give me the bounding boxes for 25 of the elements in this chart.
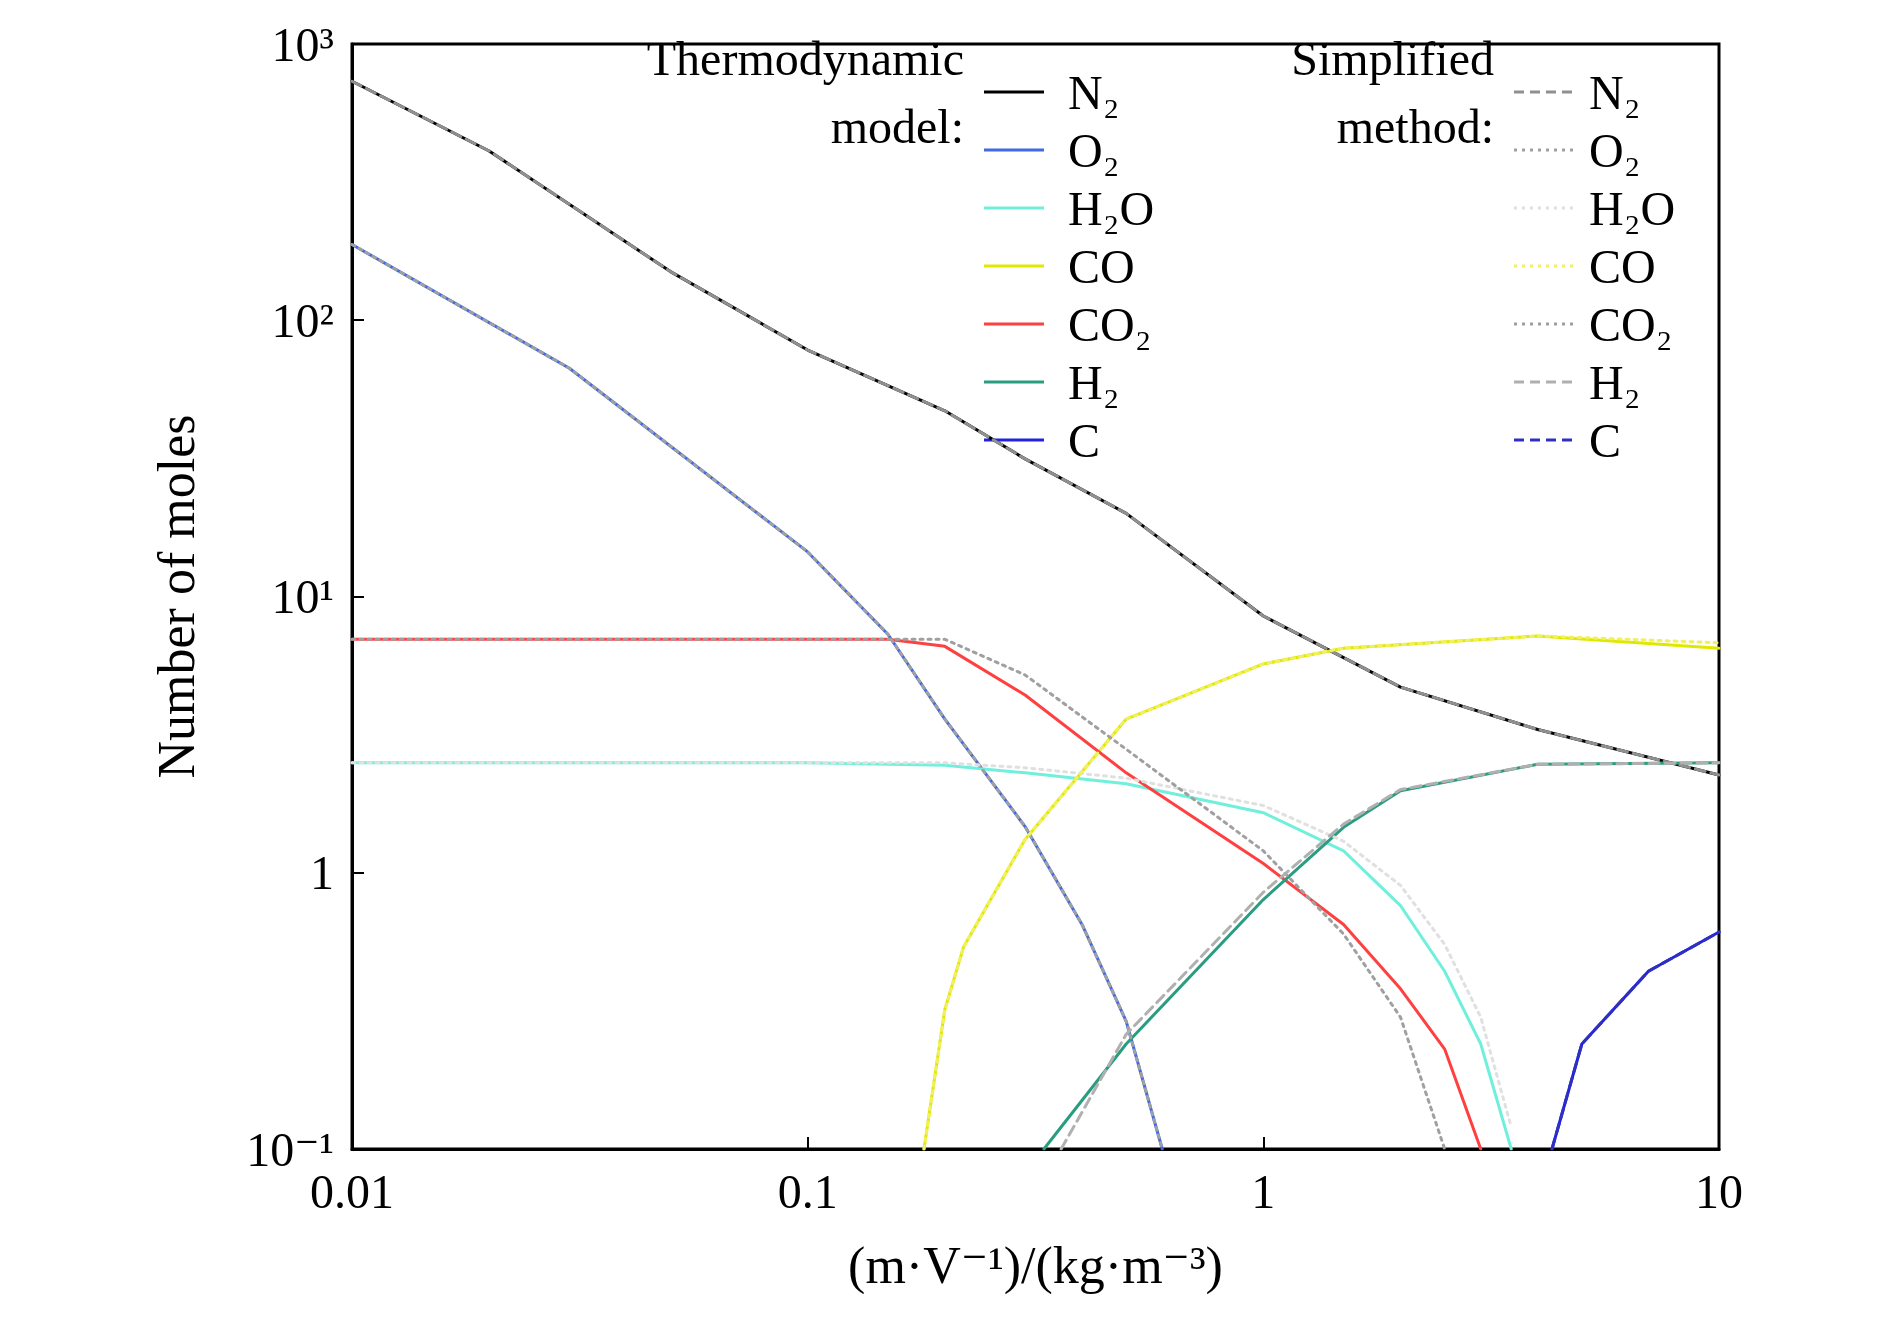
x-axis-title: (m·V⁻¹)/(kg·m⁻³) xyxy=(848,1236,1223,1295)
legend-label: H₂O xyxy=(1589,181,1676,235)
legend-label: O₂ xyxy=(1589,123,1641,177)
y-axis-title: Number of moles xyxy=(147,414,205,779)
legend-label: CO xyxy=(1068,239,1135,293)
legend-label: H₂ xyxy=(1589,355,1641,409)
legend-label: N₂ xyxy=(1589,65,1641,119)
annotation: Simplified method: xyxy=(1291,31,1494,153)
legend-label: O₂ xyxy=(1068,123,1120,177)
legend-label: CO₂ xyxy=(1589,297,1673,351)
y-tick-label: 1 xyxy=(310,846,334,900)
legend-label: C xyxy=(1068,413,1101,467)
legend-label: N₂ xyxy=(1068,65,1120,119)
x-tick-label: 1 xyxy=(1251,1164,1276,1218)
y-tick-label: 10¹ xyxy=(271,570,334,623)
legend-title: Thermodynamic model: xyxy=(646,31,964,153)
y-tick-label: 10³ xyxy=(271,17,334,71)
legend-label: H₂ xyxy=(1068,355,1120,409)
x-tick-label: 0.1 xyxy=(777,1164,838,1218)
x-tick-label: 10 xyxy=(1695,1164,1743,1218)
legend-label: H₂O xyxy=(1068,181,1155,235)
legend-label: C xyxy=(1589,413,1622,467)
y-tick-label: 10² xyxy=(271,293,334,347)
legend-label: CO xyxy=(1589,239,1656,293)
legend-label: CO₂ xyxy=(1068,297,1152,351)
